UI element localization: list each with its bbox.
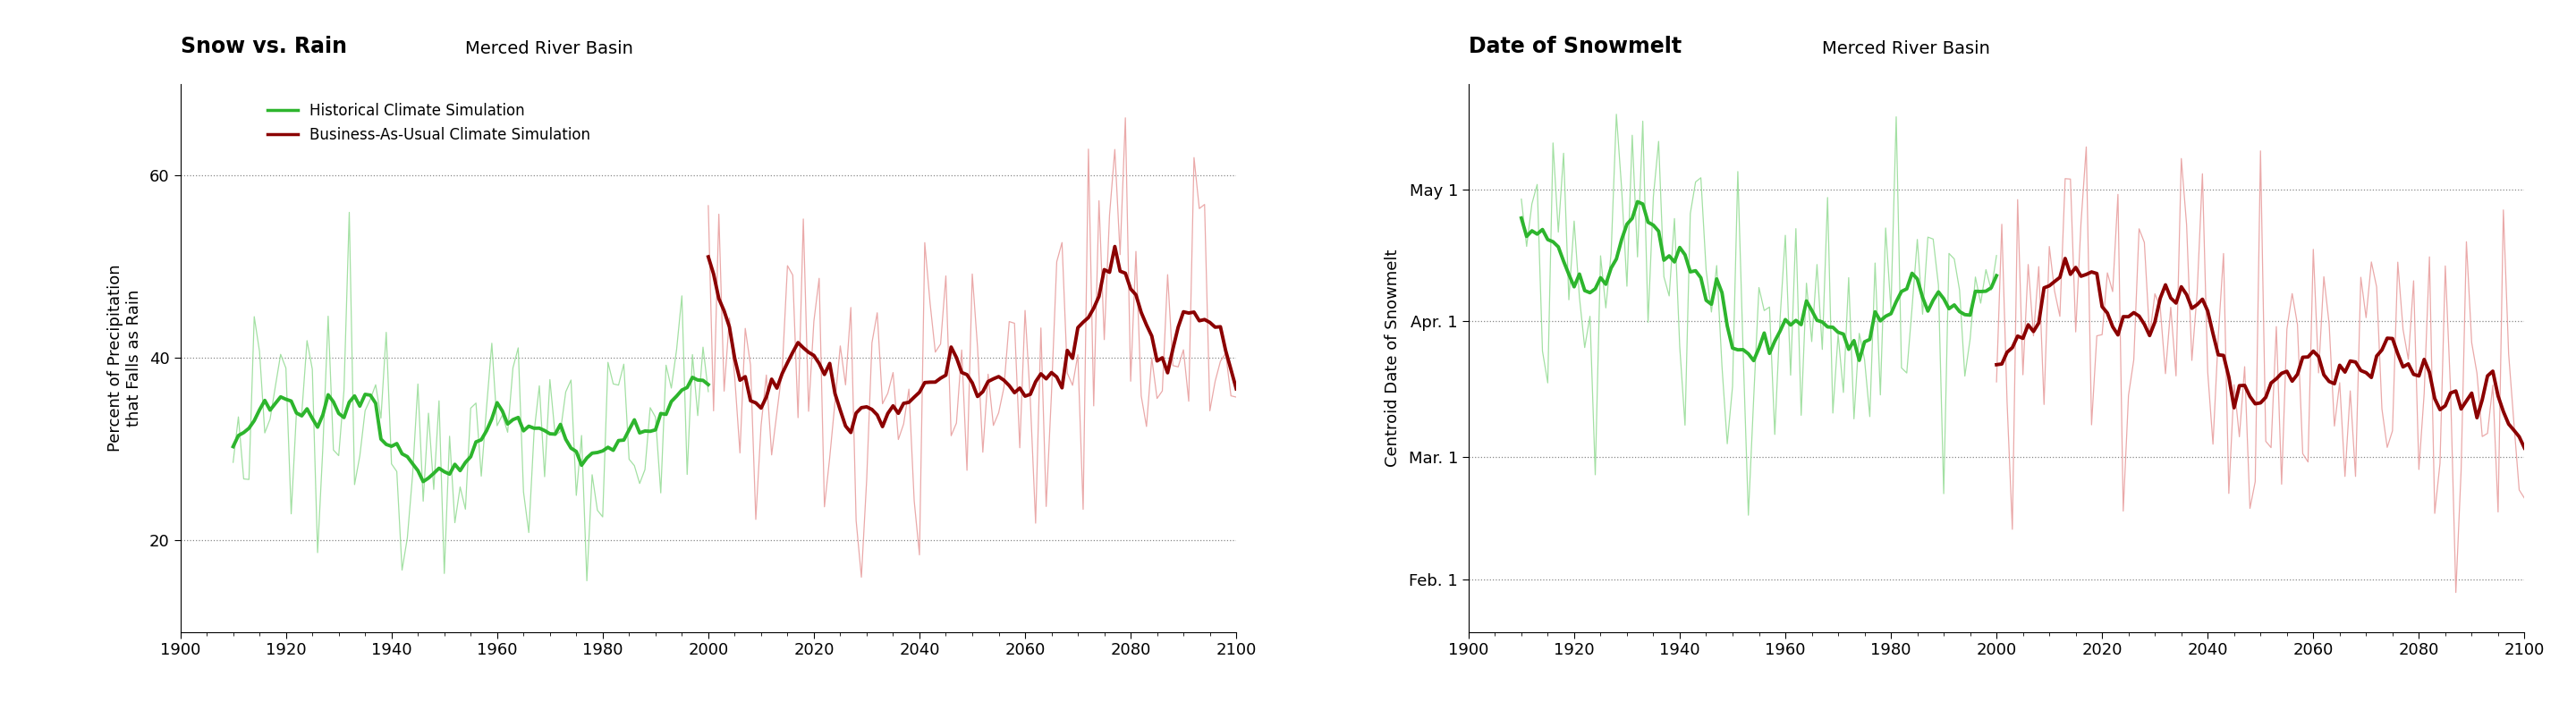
Y-axis label: Percent of Precipitation
that Falls as Rain: Percent of Precipitation that Falls as R… [108,264,142,452]
Text: Snow vs. Rain: Snow vs. Rain [180,35,348,57]
Y-axis label: Centroid Date of Snowmelt: Centroid Date of Snowmelt [1386,249,1401,467]
Legend: Historical Climate Simulation, Business-As-Usual Climate Simulation: Historical Climate Simulation, Business-… [263,97,595,149]
Text: Merced River Basin: Merced River Basin [466,40,634,57]
Text: Merced River Basin: Merced River Basin [1821,40,1991,57]
Text: Date of Snowmelt: Date of Snowmelt [1468,35,1682,57]
